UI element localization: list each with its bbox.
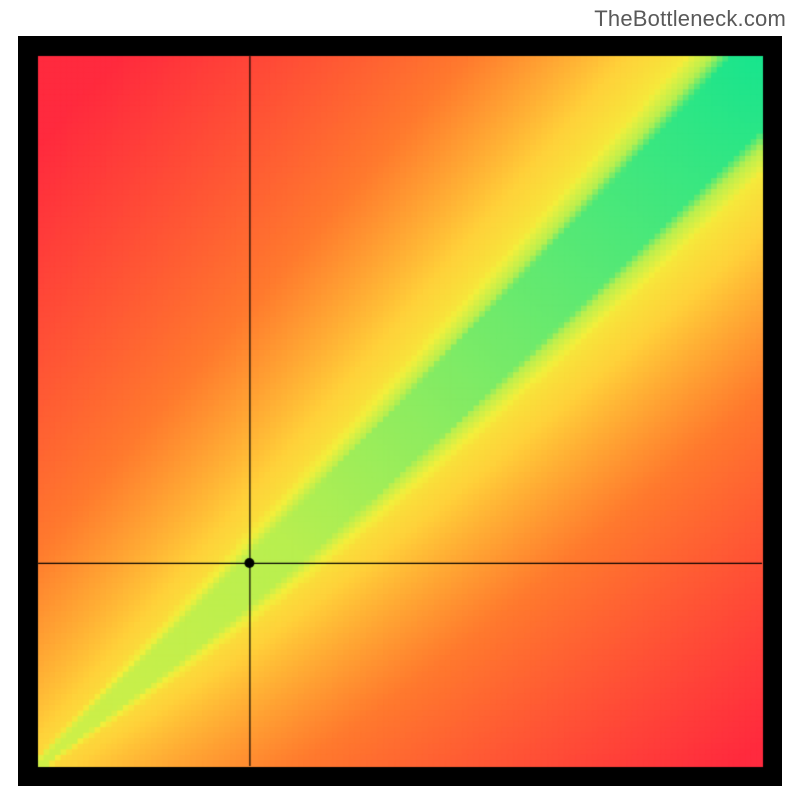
crosshair-overlay [18,36,782,786]
heatmap-plot [18,36,782,786]
attribution-text: TheBottleneck.com [594,6,786,32]
